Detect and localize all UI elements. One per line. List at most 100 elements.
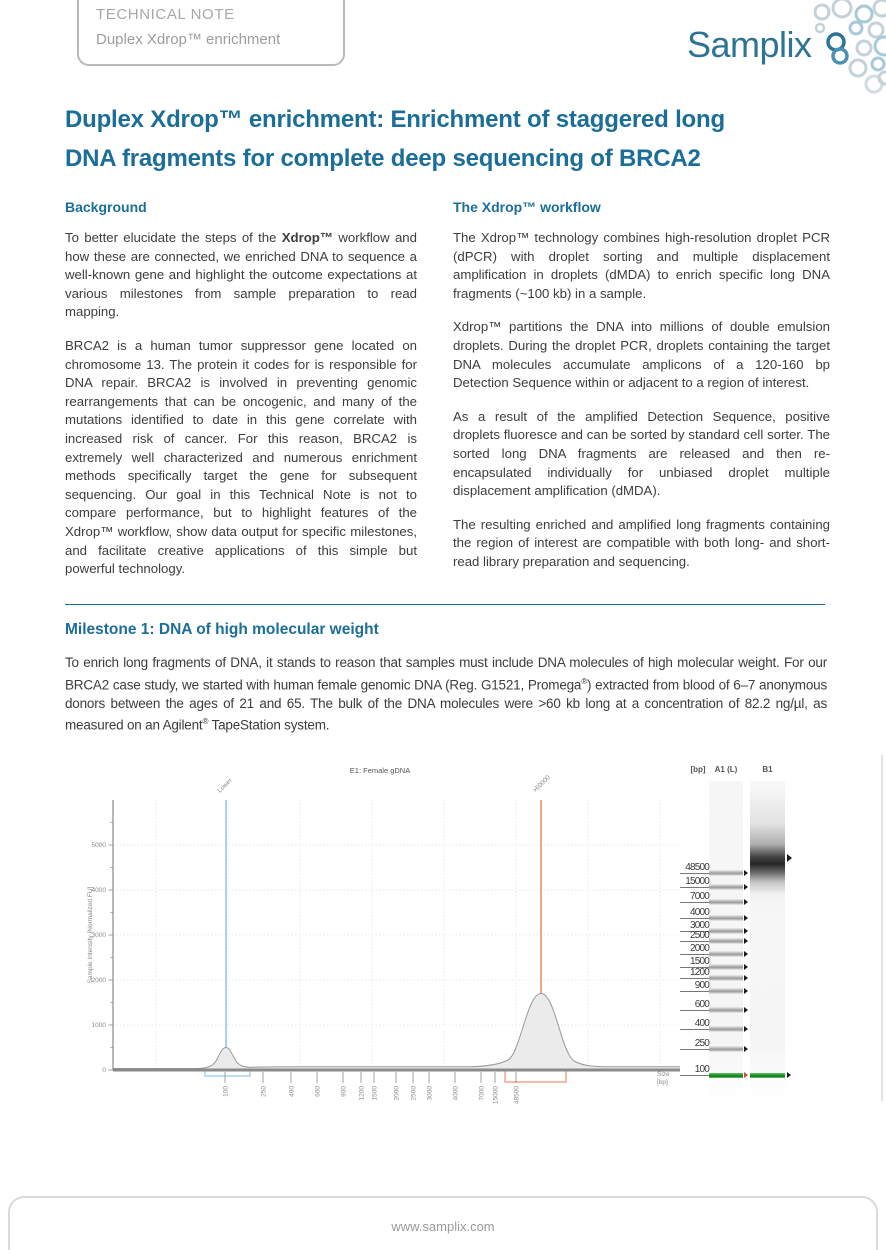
electropherogram-chart: Lower >60000 0 1000 2000 3000 4000 5000 100 250 40… — [87, 766, 680, 1104]
band-arrow-icon — [744, 975, 748, 981]
band-arrow-icon — [744, 1026, 748, 1032]
band-arrow-icon — [744, 988, 748, 994]
band-arrow-icon — [744, 928, 748, 934]
marker-arrow-icon — [787, 1072, 791, 1078]
x-tick-label: 1200 — [359, 1086, 366, 1101]
background-paragraph-2: BRCA2 is a human tumor suppressor gene l… — [65, 337, 417, 577]
ladder-band-label: 250 — [680, 1038, 710, 1050]
ladder-band — [709, 899, 743, 905]
sample-band-arrow-icon — [787, 854, 792, 862]
ladder-band — [709, 1046, 743, 1052]
lower-marker-bracket — [204, 1068, 251, 1077]
ladder-band-label: 100 — [680, 1064, 710, 1076]
x-tick-label: 600 — [315, 1086, 322, 1097]
band-arrow-icon — [744, 1046, 748, 1052]
marker-label: >60000 — [531, 774, 552, 795]
ladder-band-label: 1200 — [680, 967, 710, 979]
ladder-band-label: 4000 — [680, 907, 710, 919]
x-tick-label: 2500 — [411, 1086, 418, 1101]
band-arrow-icon — [744, 915, 748, 921]
technical-note-box: TECHNICAL NOTE Duplex Xdrop™ enrichment — [77, 0, 345, 66]
workflow-paragraph-1: The Xdrop™ technology combines high-reso… — [453, 230, 830, 301]
doc-subtitle-label: Duplex Xdrop™ enrichment — [96, 31, 281, 48]
band-arrow-icon — [744, 870, 748, 876]
marker-arrow-icon — [744, 1072, 748, 1078]
ladder-lane — [709, 781, 743, 1099]
page-title-line-1: Duplex Xdrop™ enrichment: Enrichment of … — [65, 106, 725, 133]
chart-title: E1: Female gDNA — [350, 766, 410, 775]
ladder-band-label: 2500 — [680, 930, 710, 942]
y-tick-label: 3000 — [92, 932, 107, 939]
ladder-band-label: 2000 — [680, 943, 710, 955]
gel-image: [bp] A1 (L) B1 48500 15000 7000 4000 3000 250… — [680, 755, 886, 1105]
x-tick-label: 7000 — [479, 1086, 486, 1101]
ladder-band — [709, 951, 743, 957]
gel-units-label: [bp] — [690, 765, 706, 774]
doc-type-label: TECHNICAL NOTE — [96, 6, 235, 23]
milestone-paragraph: To enrich long fragments of DNA, it stan… — [65, 655, 827, 733]
background-paragraph-1: To better elucidate the steps of the Xdr… — [65, 230, 417, 320]
background-section: Background To better elucidate the steps… — [65, 199, 417, 594]
sample-lane — [750, 781, 785, 1099]
x-tick-label: 48500 — [514, 1086, 521, 1104]
y-tick-label: 1000 — [92, 1022, 107, 1029]
x-tick-label: 100 — [223, 1086, 230, 1097]
y-tick-label: 5000 — [92, 842, 107, 849]
milestone-heading: Milestone 1: DNA of high molecular weigh… — [65, 621, 379, 638]
marker-band-green — [709, 1073, 743, 1078]
band-arrow-icon — [744, 884, 748, 890]
workflow-heading: The Xdrop™ workflow — [453, 199, 601, 215]
band-arrow-icon — [744, 951, 748, 957]
x-tick-label: 2000 — [394, 1086, 401, 1101]
tapestation-figure: Lower >60000 0 1000 2000 3000 4000 5000 100 250 40… — [0, 755, 886, 1115]
x-axis-unit-label: Size — [657, 1071, 670, 1078]
ladder-band — [709, 964, 743, 970]
ladder-band-label: 48500 — [680, 862, 710, 874]
ladder-band-label: 1500 — [680, 956, 710, 968]
x-tick-label: 900 — [341, 1086, 348, 1097]
gel-lane-a1-label: A1 (L) — [714, 765, 738, 774]
ladder-band-label: 400 — [680, 1018, 710, 1030]
band-arrow-icon — [744, 964, 748, 970]
gel-right-edge — [881, 755, 883, 1101]
y-tick-label: 2000 — [92, 977, 107, 984]
logo-bubbles-icon — [813, 0, 886, 94]
footer: www.samplix.com — [8, 1196, 878, 1250]
x-tick-label: 3000 — [427, 1086, 434, 1101]
y-tick-label: 0 — [102, 1067, 106, 1074]
x-axis-unit-label: [bp] — [657, 1079, 668, 1086]
ladder-band — [709, 1026, 743, 1032]
ladder-band — [709, 870, 743, 876]
y-tick-label: 4000 — [92, 887, 107, 894]
marker-label: Lower — [216, 776, 234, 794]
workflow-section: The Xdrop™ workflow The Xdrop™ technolog… — [453, 199, 830, 594]
section-divider — [65, 604, 825, 605]
ladder-band — [709, 975, 743, 981]
band-arrow-icon — [744, 899, 748, 905]
gel-lane-b1-label: B1 — [762, 765, 773, 774]
ladder-band — [709, 884, 743, 890]
region-bracket — [504, 1070, 567, 1083]
samplix-logo: Samplix — [687, 0, 886, 96]
marker-band-green — [750, 1073, 785, 1078]
ladder-band-label: 7000 — [680, 891, 710, 903]
x-tick-label: 4000 — [453, 1086, 460, 1101]
ladder-band-label: 3000 — [680, 920, 710, 932]
logo-text: Samplix — [687, 24, 812, 65]
page-title: Duplex Xdrop™ enrichment: Enrichment of … — [65, 100, 835, 178]
ladder-band-label: 600 — [680, 999, 710, 1011]
workflow-paragraph-2: Xdrop™ partitions the DNA into millions … — [453, 319, 830, 391]
footer-url[interactable]: www.samplix.com — [391, 1219, 495, 1234]
x-tick-label: 400 — [289, 1086, 296, 1097]
band-arrow-icon — [744, 938, 748, 944]
x-tick-label: 15000 — [493, 1086, 500, 1104]
ladder-band — [709, 938, 743, 944]
band-arrow-icon — [744, 1007, 748, 1013]
background-heading: Background — [65, 199, 147, 215]
y-axis-label: Sample Intensity [Normalized FU] — [87, 886, 94, 983]
sample-smear-band — [750, 787, 785, 909]
ladder-band — [709, 915, 743, 921]
x-tick-label: 1500 — [372, 1086, 379, 1101]
workflow-paragraph-3: As a result of the amplified Detection S… — [453, 408, 830, 499]
